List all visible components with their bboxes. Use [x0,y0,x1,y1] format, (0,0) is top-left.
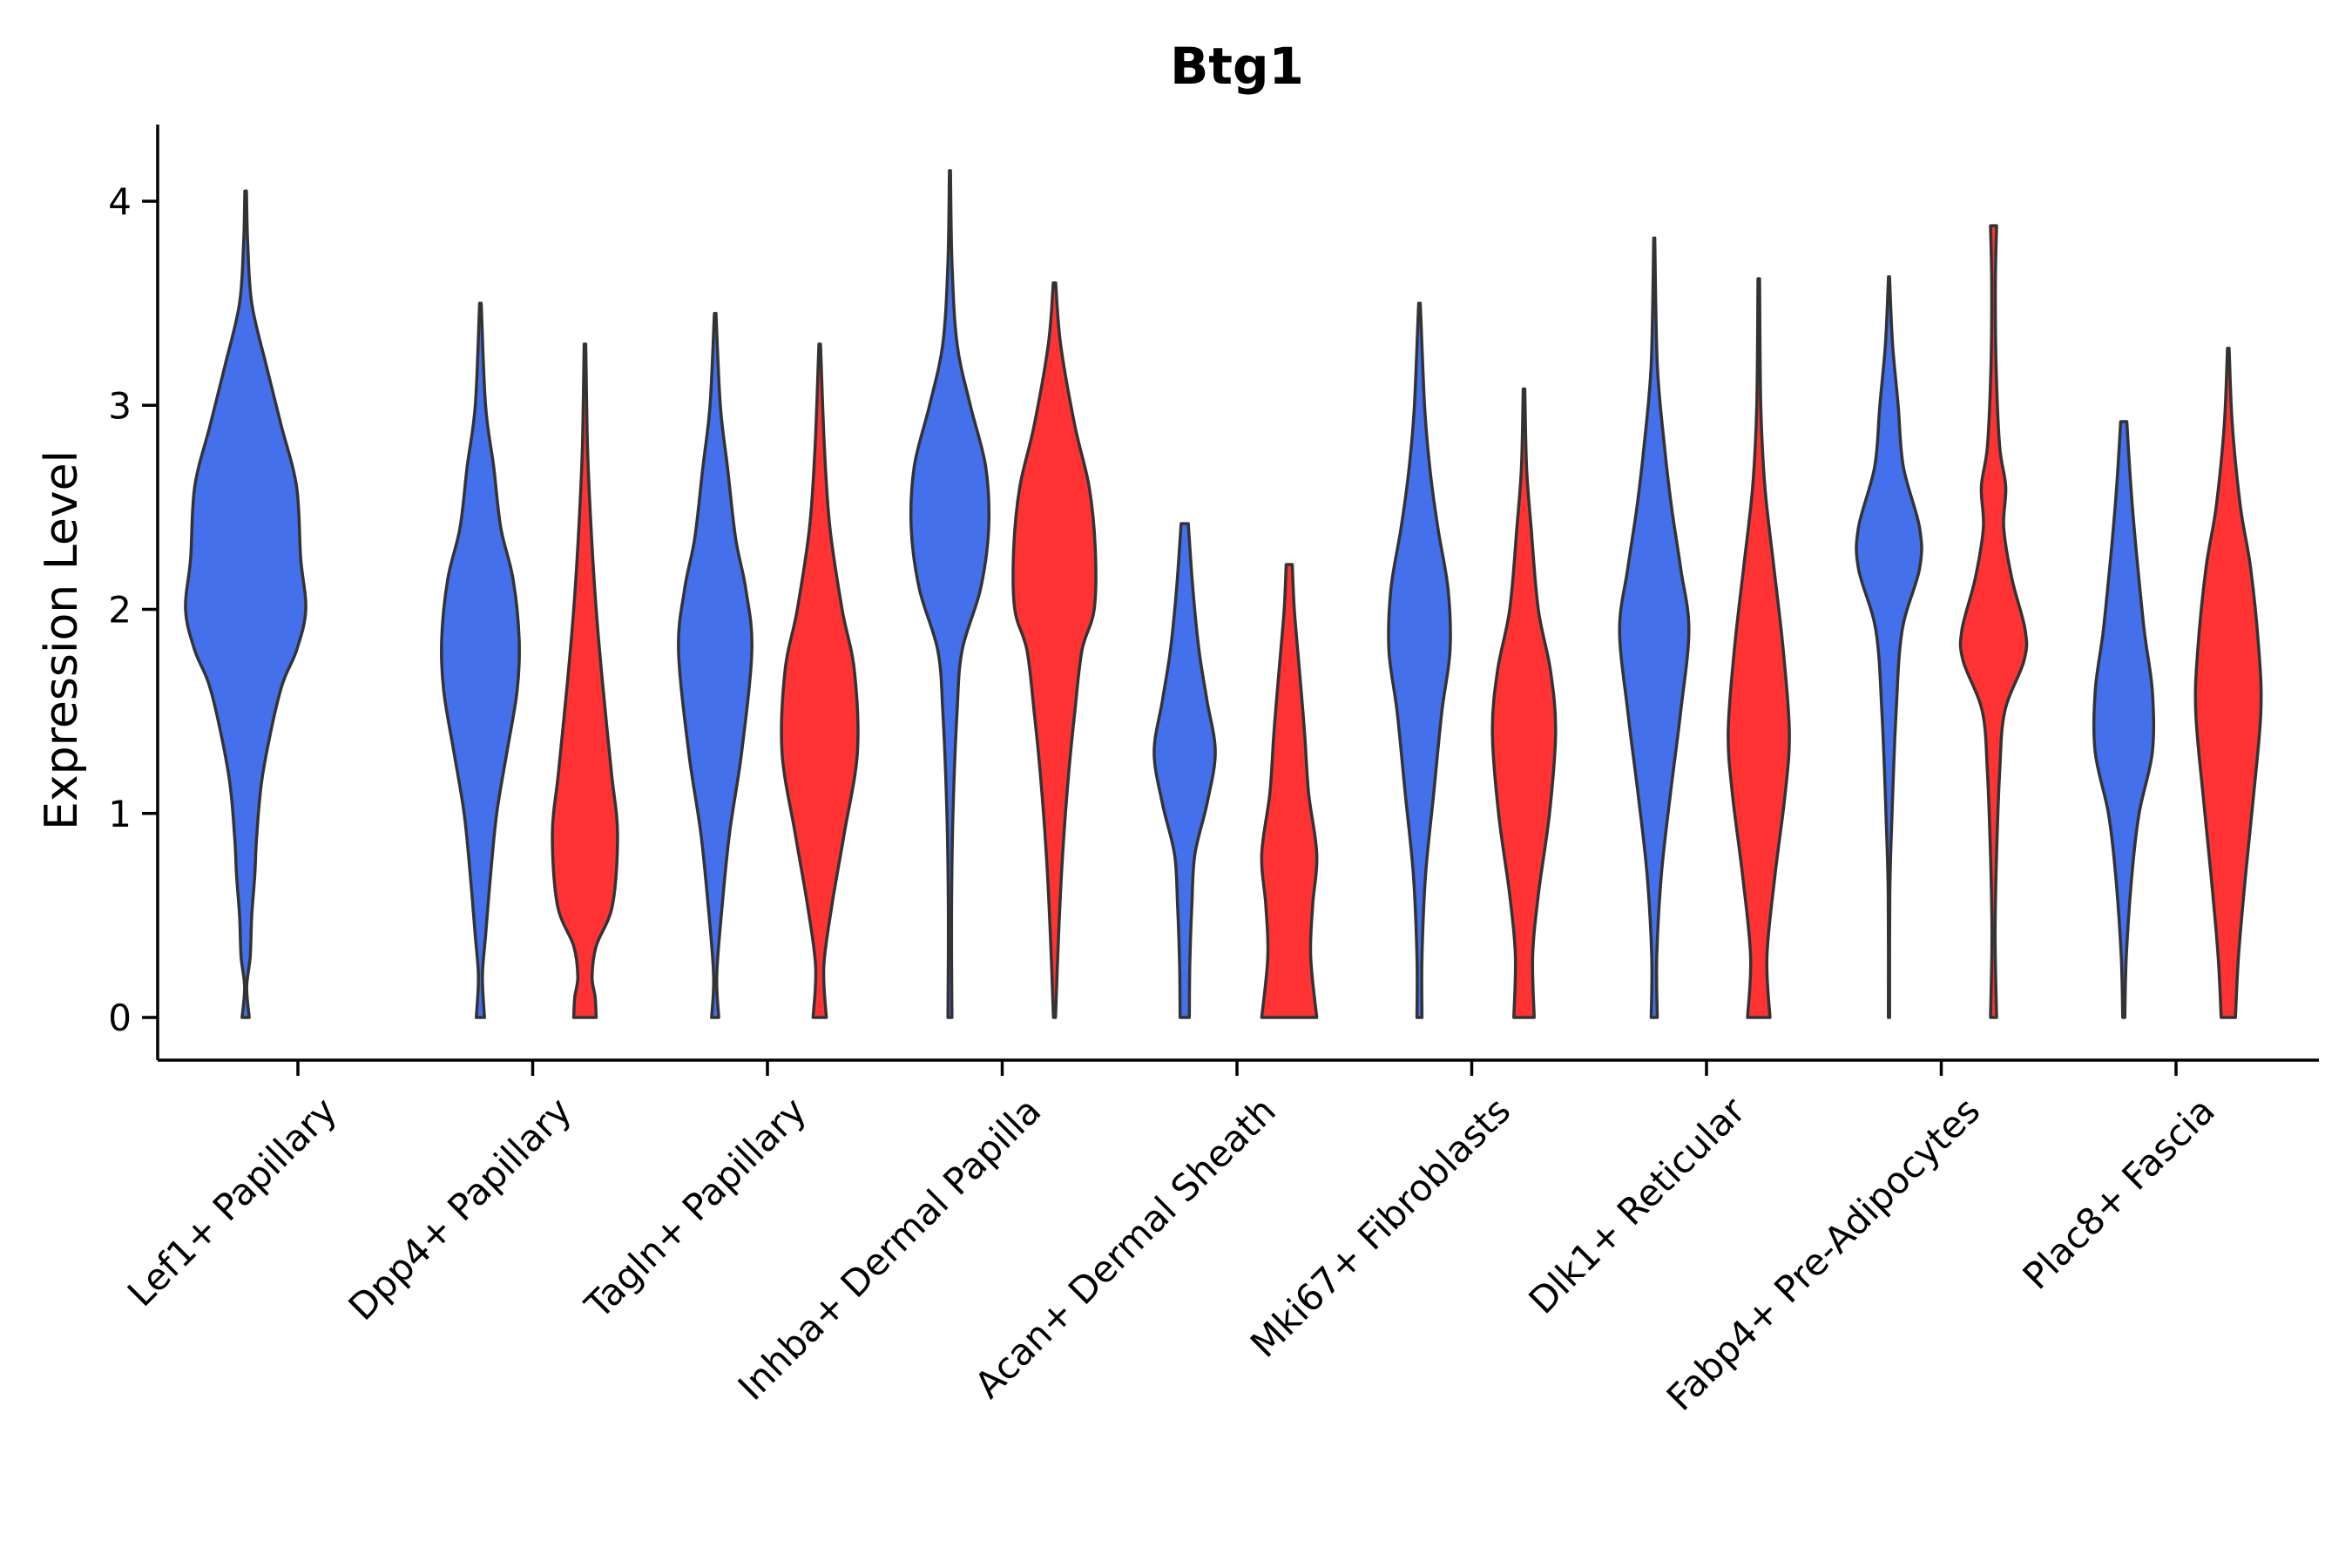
violin-acan-dermal-sheath-group-a [1152,522,1217,1019]
violin-dpp4-papillary-group-b [551,342,619,1019]
y-tick-label-2: 2 [108,589,132,632]
x-tick-label-lef1-papillary: Lef1+ Papillary [119,1089,345,1315]
violin-plac8-fascia-group-b [2193,346,2263,1019]
violin-lef1-papillary-group-a [184,189,308,1019]
x-tick-label-tagln-papillary: Tagln+ Papillary [576,1089,814,1327]
y-axis-label: Expression Level [36,450,88,830]
violin-plac8-fascia-group-a [2092,420,2156,1019]
x-tick-label-dpp4-papillary: Dpp4+ Papillary [341,1089,580,1328]
y-tick-label-1: 1 [108,793,132,835]
violins-layer [184,169,2263,1019]
violin-dlk1-reticular-group-a [1618,236,1691,1019]
violin-acan-dermal-sheath-group-b [1260,563,1319,1019]
y-tick-label-4: 4 [108,180,132,223]
x-tick-label-mki67-fibroblasts: Mki67+ Fibroblasts [1242,1089,1518,1365]
violin-mki67-fibroblasts-group-a [1387,301,1452,1019]
chart-title: Btg1 [1170,37,1304,96]
violin-dlk1-reticular-group-b [1727,277,1791,1019]
violin-dpp4-papillary-group-a [439,301,522,1019]
violin-tagln-papillary-group-b [780,342,860,1019]
violin-fabp4-pre-adipocytes-group-b [1958,224,2029,1019]
y-tick-label-0: 0 [108,997,132,1039]
violin-mki67-fibroblasts-group-b [1490,387,1558,1019]
y-ticks: 0 1 2 3 4 [108,180,158,1039]
x-tick-label-plac8-fascia: Plac8+ Fascia [2014,1089,2222,1297]
y-tick-label-3: 3 [108,384,132,427]
violin-fabp4-pre-adipocytes-group-a [1855,274,1923,1019]
violin-inhba-dermal-papilla-group-b [1011,280,1098,1019]
x-tick-label-dlk1-reticular: Dlk1+ Reticular [1520,1089,1754,1322]
violin-inhba-dermal-papilla-group-a [909,169,991,1019]
violin-tagln-papillary-group-a [677,312,754,1019]
